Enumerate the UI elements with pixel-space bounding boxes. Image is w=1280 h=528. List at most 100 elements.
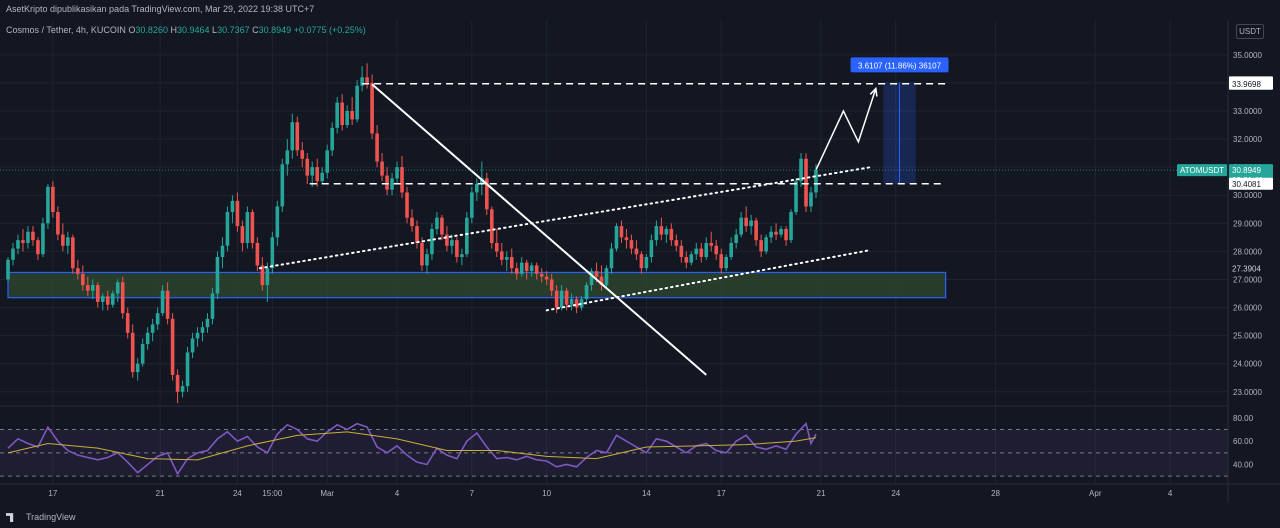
candle-body	[539, 273, 544, 277]
close-label: C	[252, 25, 259, 35]
candle-body	[674, 240, 679, 246]
candle-body	[330, 127, 334, 151]
symbol-tag-bg	[1177, 164, 1227, 177]
open-value: 30.8260	[135, 25, 168, 35]
candle-body	[689, 254, 694, 263]
time-tick-label: 10	[542, 489, 551, 498]
candle-body	[440, 217, 444, 235]
candle-body	[41, 223, 45, 255]
candle-body	[110, 293, 115, 305]
tradingview-logo[interactable]: TradingView	[6, 512, 76, 523]
candle-body	[639, 254, 644, 269]
price-tick-label: 23.0000	[1233, 388, 1262, 397]
candle-body	[260, 265, 265, 286]
time-axis[interactable]: 17 21 24 15:00 Mar 4 7 10 14 17 21 24 28 Apr 4	[48, 489, 1172, 498]
candle-body	[315, 167, 320, 182]
candle-body	[165, 290, 170, 319]
candle-body	[430, 228, 434, 255]
price-tick-label: 28.0000	[1233, 247, 1262, 256]
rsi-ma-line	[7, 431, 817, 461]
candle-body	[604, 268, 609, 286]
candle-body	[340, 102, 344, 126]
time-tick-label: 21	[817, 489, 826, 498]
candle-body	[285, 150, 290, 165]
candle-body	[559, 290, 564, 308]
candle-body	[809, 192, 813, 207]
support-zone-rect[interactable]	[7, 271, 947, 299]
candle-body	[724, 257, 729, 269]
drawings-group[interactable]	[0, 83, 1228, 376]
candle-body	[245, 212, 250, 243]
published-header: AsetKripto dipublikasikan pada TradingVi…	[6, 4, 315, 14]
price-tick-label: 25.0000	[1233, 332, 1262, 341]
downtrend-line[interactable]	[371, 83, 707, 376]
candle-body	[554, 290, 559, 308]
candle-body	[499, 251, 504, 260]
candle-body	[210, 293, 215, 319]
candle-body	[125, 313, 130, 333]
price-axis[interactable]: 35.000034.000033.000032.000031.000030.00…	[1233, 51, 1262, 397]
candle-body	[569, 299, 574, 305]
candle-body	[769, 231, 773, 238]
rsi-axis: 80.00 60.00 40.00	[1233, 414, 1254, 470]
candle-body	[679, 245, 684, 257]
price-tick-label: 24.0000	[1233, 360, 1262, 369]
candle-body	[470, 192, 474, 218]
channel-lower-line[interactable]	[545, 248, 872, 312]
candle-body	[614, 226, 619, 249]
projection-arrow[interactable]	[815, 88, 877, 171]
candle-body	[410, 217, 414, 227]
candle-body	[200, 327, 205, 333]
candle-body	[719, 254, 724, 269]
candle-body	[275, 206, 280, 238]
candle-body	[634, 248, 639, 255]
measure-label: 3.6107 (11.86%) 36107	[858, 61, 942, 70]
candle-body	[135, 363, 140, 373]
candle-body	[205, 318, 210, 328]
candle-body	[754, 220, 758, 241]
candle-body	[475, 184, 479, 193]
candle-body	[160, 290, 165, 314]
candle-body	[300, 150, 305, 159]
candle-body	[11, 248, 15, 260]
measure-box[interactable]: 3.6107 (11.86%) 36107	[850, 57, 949, 184]
candle-body	[589, 271, 594, 286]
candle-body	[445, 234, 449, 246]
price-tag-bg	[1229, 77, 1273, 90]
candle-body	[664, 228, 669, 235]
candle-body	[16, 240, 20, 249]
low-value: 30.7367	[217, 25, 250, 35]
candle-body	[594, 271, 599, 277]
candle-body	[514, 268, 519, 274]
candle-body	[100, 296, 105, 302]
candle-body	[609, 248, 614, 269]
rsi-tick-label: 60.00	[1233, 437, 1254, 446]
symbol-legend[interactable]: Cosmos / Tether, 4h, KUCOIN O30.8260 H30…	[6, 25, 366, 35]
candle-body	[46, 186, 50, 224]
candle-body	[544, 276, 549, 280]
time-tick-label: 7	[470, 489, 475, 498]
candle-body	[56, 212, 60, 235]
candle-body	[764, 237, 768, 252]
candle-body	[534, 265, 539, 274]
candle-body	[310, 167, 315, 176]
currency-button[interactable]: USDT	[1236, 24, 1264, 39]
candle-body	[395, 167, 399, 179]
candle-body	[145, 332, 150, 345]
symbol-name[interactable]: Cosmos / Tether, 4h, KUCOIN	[6, 25, 126, 35]
candle-body	[81, 273, 85, 286]
low-label: L	[212, 25, 218, 35]
price-tag-label: 30.4081	[1232, 180, 1261, 189]
price-tag-bg	[1229, 262, 1273, 275]
rsi-line	[7, 422, 817, 476]
candle-body	[504, 257, 509, 260]
candle-body	[325, 150, 330, 173]
high-value: 30.9464	[176, 25, 210, 35]
candle-body	[654, 226, 659, 241]
channel-upper-line[interactable]	[258, 166, 872, 270]
support-zone[interactable]	[7, 271, 947, 299]
candle-body	[599, 276, 604, 286]
candle-body	[225, 212, 230, 246]
candle-body	[235, 200, 240, 227]
